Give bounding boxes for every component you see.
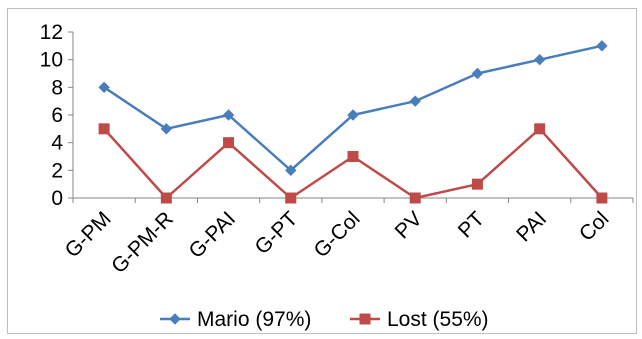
data-point-diamond	[471, 67, 484, 80]
data-point-square	[98, 123, 110, 135]
x-tick-label: G-PM	[61, 207, 116, 262]
data-point-square	[285, 192, 297, 204]
legend-item-0: Mario (97%)	[160, 308, 311, 331]
data-point-square	[347, 151, 359, 162]
y-tick-label: 0	[51, 187, 63, 210]
series-1	[98, 123, 608, 204]
legend-label: Mario (97%)	[197, 308, 311, 331]
data-point-diamond	[160, 123, 173, 135]
y-tick-label: 6	[51, 104, 63, 127]
x-tick-label: G-PM-R	[107, 207, 178, 278]
data-point-square	[534, 123, 546, 135]
data-point-square	[409, 192, 421, 204]
data-point-diamond	[98, 81, 110, 94]
legend-marker	[169, 313, 181, 325]
data-point-diamond	[347, 109, 359, 121]
legend-item-1: Lost (55%)	[350, 308, 489, 331]
y-tick-label: 8	[51, 76, 63, 99]
series-layer	[98, 40, 608, 204]
x-tick-label: PT	[454, 207, 489, 242]
y-tick-label: 12	[40, 21, 63, 44]
data-point-square	[596, 192, 608, 204]
x-tick-label: Col	[575, 207, 614, 246]
data-point-diamond	[533, 53, 546, 66]
x-tick-label: G-PT	[251, 207, 303, 259]
x-tick-label: PV	[391, 207, 427, 243]
y-tick-label: 2	[51, 159, 63, 182]
y-tick-label: 10	[40, 49, 63, 72]
x-tick-label: PAI	[512, 207, 551, 246]
data-point-diamond	[409, 95, 421, 107]
y-tick-label: 4	[51, 132, 63, 155]
data-point-square	[223, 137, 235, 149]
data-point-diamond	[285, 164, 297, 177]
data-point-square	[471, 178, 483, 190]
legend-label: Lost (55%)	[387, 308, 489, 331]
series-0	[98, 40, 608, 177]
data-point-diamond	[596, 40, 608, 52]
data-point-diamond	[222, 109, 235, 121]
x-tick-label: G-PAI	[184, 207, 240, 263]
series-line	[103, 127, 603, 200]
x-tick-label: G-Col	[309, 207, 364, 262]
legend-marker	[359, 313, 371, 325]
data-point-square	[160, 192, 172, 204]
legend: Mario (97%) Lost (55%)	[160, 308, 489, 331]
